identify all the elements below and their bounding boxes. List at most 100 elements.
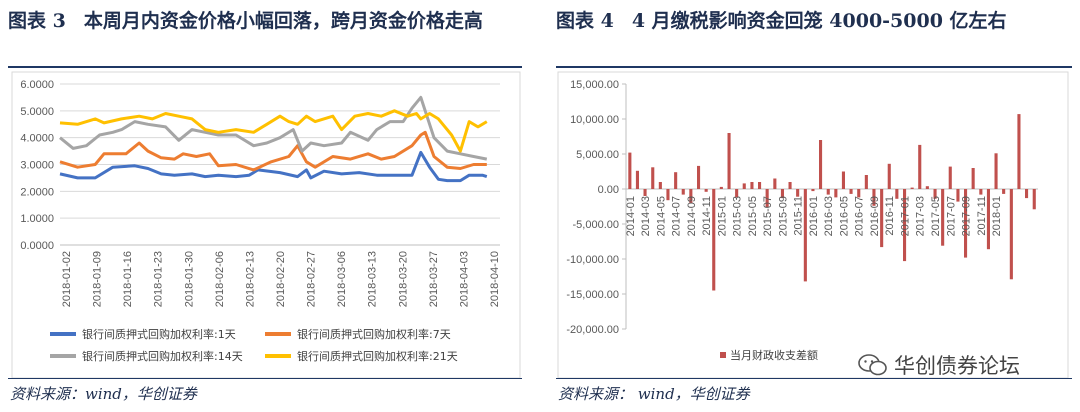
fiscal-balance-bar-chart: -20,000.00 -15,000.00 -10,000.00 -5,000.00 0… (557, 71, 1069, 379)
x-tick-label: 2018-03-06 (336, 251, 348, 307)
x-tick-label: 2016-11 (884, 196, 896, 236)
figure-3-label: 图表 3 (8, 10, 66, 32)
bar (1009, 189, 1013, 280)
y-tick-label: 15,000.00 (570, 79, 619, 91)
y-tick-label: -10,000.00 (566, 254, 619, 266)
bar (750, 182, 754, 189)
figure-3-title: 图表 3 本周月内资金价格小幅回落，跨月资金价格走高 (8, 6, 523, 37)
bar (941, 189, 945, 246)
x-tick-label: 2015-09 (777, 196, 789, 236)
repo-rate-line-chart: 0.0000 1.0000 2.0000 3.0000 4.0000 5.0000 6.00… (11, 71, 521, 379)
figure-4-title: 图表 4 4 月缴税影响资金回笼 4000-5000 亿左右 (556, 6, 1071, 37)
y-tick-label: 4.0000 (20, 133, 54, 145)
y-tick-label: 0.00 (598, 184, 619, 196)
x-tick-label: 2015-05 (747, 196, 759, 236)
x-tick-label: 2017-07 (945, 196, 957, 236)
series-line-3 (59, 95, 488, 161)
x-tick-label: 2014-09 (686, 196, 698, 236)
bar (811, 189, 815, 192)
x-tick-label: 2018-01-02 (61, 251, 73, 307)
y-tick-label: 5.0000 (20, 106, 54, 118)
bar (834, 189, 838, 198)
x-tick-label: 2016-07 (854, 196, 866, 236)
bar (986, 189, 990, 250)
bar (742, 183, 746, 189)
x-tick-label: 2016-05 (838, 196, 850, 236)
x-tick-label: 2017-09 (961, 196, 973, 236)
x-tick-label: 2015-03 (732, 196, 744, 236)
x-tick-label: 2018-01-16 (122, 251, 134, 307)
y-tick-label: 2.0000 (20, 186, 54, 198)
x-tick-label: 2018-01-30 (183, 251, 195, 307)
bar (780, 189, 784, 199)
bar (918, 144, 922, 189)
bar (841, 171, 845, 189)
bar (689, 189, 693, 203)
y-tick-label: 0.0000 (20, 240, 54, 252)
bar (948, 166, 952, 189)
figure-4-label: 图表 4 (556, 10, 614, 32)
figure-3-bottom-rule (8, 378, 522, 379)
bar (895, 189, 899, 199)
bar (880, 189, 884, 248)
x-tick-label: 2018-04-10 (489, 251, 501, 307)
bar (819, 140, 823, 189)
bar (719, 186, 723, 189)
y-tick-label: 10,000.00 (570, 114, 619, 126)
bar (933, 189, 937, 199)
bar (872, 189, 876, 206)
figure-3-title-text: 本周月内资金价格小幅回落，跨月资金价格走高 (83, 10, 483, 32)
bar (849, 189, 853, 194)
y-tick-label: -15,000.00 (566, 289, 619, 301)
legend-label-1: 银行间质押式回购加权利率:1天 (82, 327, 236, 341)
bar (826, 189, 830, 195)
x-tick-label: 2018-04-03 (458, 251, 470, 307)
x-tick-label: 2015-07 (762, 196, 774, 236)
bar (727, 133, 731, 189)
bar (956, 189, 960, 202)
legend-swatch (720, 352, 726, 358)
bar (735, 189, 739, 198)
series-line-2 (59, 130, 487, 172)
y-tick-label: 5,000.00 (576, 149, 619, 161)
bar (1025, 189, 1029, 199)
bar (964, 189, 968, 258)
series-line-4 (59, 109, 488, 153)
x-tick-label: 2018-02-13 (244, 251, 256, 307)
x-tick-label: 2014-03 (640, 196, 652, 236)
x-tick-label: 2014-07 (671, 196, 683, 236)
x-tick-label: 2018-03-13 (367, 251, 379, 307)
x-tick-label: 2017-03 (915, 196, 927, 236)
bar (658, 182, 662, 189)
y-tick-label: 1.0000 (20, 213, 54, 225)
x-tick-label: 2018-02-27 (306, 251, 318, 307)
bar (628, 152, 632, 189)
figure-4-title-rule (556, 66, 1072, 68)
bar (887, 163, 891, 189)
legend-label-2: 银行间质押式回购加权利率:7天 (297, 327, 451, 341)
bar (643, 189, 647, 196)
x-tick-label: 2017-05 (930, 196, 942, 236)
x-tick-label: 2017-11 (976, 196, 988, 236)
bar (910, 187, 914, 189)
bar (758, 182, 762, 189)
y-tick-label: 3.0000 (20, 160, 54, 172)
series-line-1 (59, 150, 488, 183)
figure-3-title-rule (8, 66, 522, 68)
bar (857, 189, 861, 198)
bar (681, 189, 685, 195)
x-tick-label: 2018-03-27 (428, 251, 440, 307)
bar (803, 189, 807, 282)
y-tick-label: -5,000.00 (573, 219, 619, 231)
bar (1032, 189, 1036, 210)
bar (666, 189, 670, 201)
y-tick-label: 6.0000 (20, 79, 54, 91)
bar (773, 178, 777, 189)
bar (697, 165, 701, 189)
bar (864, 175, 868, 189)
x-tick-label: 2016-03 (823, 196, 835, 236)
watermark: 华创债券论坛 (858, 350, 1020, 380)
figure-4-source: 资料来源： wind，华创证券 (558, 385, 750, 403)
x-tick-label: 2016-09 (869, 196, 881, 236)
x-tick-label: 2014-01 (625, 196, 637, 236)
